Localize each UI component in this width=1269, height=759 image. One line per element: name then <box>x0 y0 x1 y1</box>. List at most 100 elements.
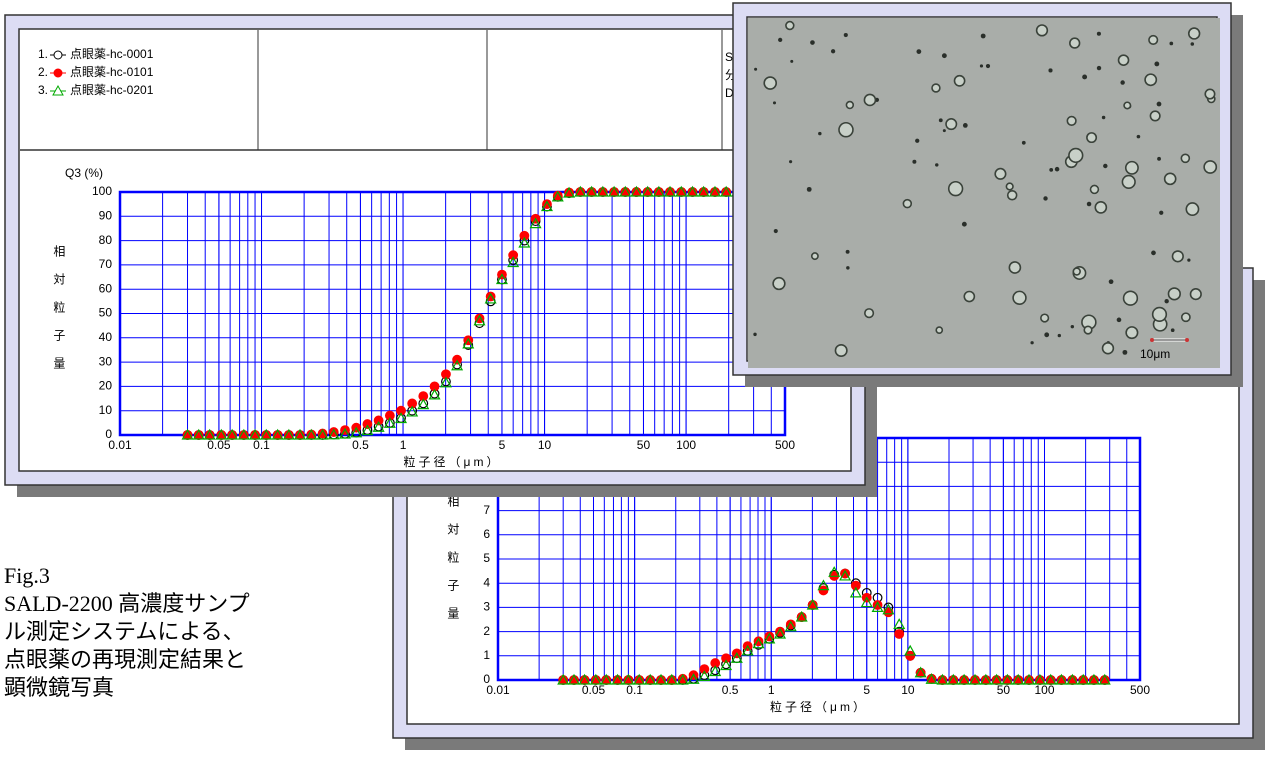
x-tick-label: 500 <box>1130 683 1150 697</box>
particle <box>1165 173 1176 184</box>
particle <box>774 229 778 233</box>
particle <box>764 77 776 89</box>
particle <box>1186 203 1198 215</box>
y-axis-unit: Q3 (%) <box>65 166 103 180</box>
x-tick-label: 0.05 <box>207 438 231 452</box>
particle <box>1087 133 1096 142</box>
x-axis-title: 粒子径（μm） <box>404 454 502 469</box>
caption-line: ル測定システムによる、 <box>4 619 245 644</box>
caption-line: 顕微鏡写真 <box>4 675 114 700</box>
x-tick-label: 100 <box>1034 683 1054 697</box>
particle <box>1122 176 1135 189</box>
particle <box>1119 55 1129 65</box>
y-axis-title: 相対粒子量 <box>446 495 460 635</box>
particle <box>1049 168 1053 172</box>
marker <box>895 630 904 639</box>
particle <box>1109 279 1114 284</box>
particle <box>864 94 875 105</box>
particle <box>936 327 942 333</box>
particle <box>1090 185 1098 193</box>
particle <box>916 49 921 54</box>
y-tick-label: 1 <box>483 648 490 662</box>
particle <box>962 222 967 227</box>
particle <box>1006 183 1013 190</box>
particle <box>1120 80 1124 84</box>
particle <box>1070 38 1080 48</box>
particle <box>846 266 849 269</box>
y-tick-label: 0 <box>105 427 112 441</box>
particle <box>1126 327 1137 338</box>
particle <box>1164 299 1168 303</box>
particle <box>1097 32 1101 36</box>
particle <box>773 278 785 290</box>
x-tick-label: 1 <box>400 438 407 452</box>
x-tick-label: 0.1 <box>626 683 643 697</box>
y-tick-label: 7 <box>483 503 490 517</box>
y-tick-label: 5 <box>483 551 490 565</box>
particle <box>1191 42 1195 46</box>
y-tick-label: 100 <box>92 184 112 198</box>
legend-prefix: 3. <box>38 83 48 97</box>
particle <box>1022 141 1026 145</box>
page: {"chart_data":[ {"type":"line","ylabel":… <box>0 0 1269 754</box>
particle <box>1204 161 1216 173</box>
particle <box>1043 196 1047 200</box>
particle <box>778 38 782 42</box>
particle <box>753 333 756 336</box>
particle <box>912 160 916 164</box>
x-tick-label: 50 <box>637 438 651 452</box>
particle <box>1082 74 1087 79</box>
y-tick-label: 0 <box>483 672 490 686</box>
x-axis-title: 粒子径（μm） <box>770 699 868 714</box>
x-tick-label: 50 <box>997 683 1011 697</box>
figure: Fig.3SALD-2200 高濃度サンプル測定システムによる、点眼薬の再現測定… <box>0 0 1269 754</box>
legend-label: 点眼薬-hc-0101 <box>70 65 154 79</box>
particle <box>846 250 850 254</box>
x-tick-label: 10 <box>901 683 915 697</box>
particle <box>939 118 943 122</box>
y-tick-label: 30 <box>99 354 113 368</box>
particle <box>943 129 946 132</box>
y-tick-label: 6 <box>483 527 490 541</box>
particle <box>1058 334 1061 337</box>
particle <box>1168 288 1180 300</box>
particle <box>1041 314 1049 322</box>
legend-symbol <box>54 69 62 77</box>
particle <box>942 53 947 58</box>
particle <box>1150 111 1159 120</box>
x-tick-label: 10 <box>538 438 552 452</box>
particle <box>986 64 990 68</box>
particle <box>1137 135 1141 139</box>
legend-symbol <box>54 51 62 59</box>
marker <box>363 420 372 429</box>
particle <box>1044 332 1049 337</box>
particle <box>1009 262 1020 273</box>
legend-marker <box>54 69 62 77</box>
particle <box>1071 325 1074 328</box>
particle <box>954 76 964 86</box>
scale-end <box>1150 338 1154 342</box>
particle <box>1189 28 1200 39</box>
particle <box>1157 157 1161 161</box>
particle <box>1067 117 1076 126</box>
particle <box>831 49 835 53</box>
particle <box>1122 350 1127 355</box>
particle <box>1037 25 1048 36</box>
particle <box>1117 318 1122 323</box>
particle <box>1103 164 1107 168</box>
particle <box>1087 202 1092 207</box>
particle <box>810 40 815 45</box>
particle <box>1157 102 1162 107</box>
legend-marker <box>54 51 62 59</box>
particle <box>1126 162 1138 174</box>
particle <box>946 119 956 129</box>
legend-label: 点眼薬-hc-0201 <box>70 83 154 97</box>
particle <box>818 132 821 135</box>
particle <box>865 309 874 318</box>
caption-line: 点眼薬の再現測定結果と <box>4 647 246 672</box>
particle <box>807 187 812 192</box>
particle <box>1182 313 1190 321</box>
caption-line: SALD-2200 高濃度サンプ <box>4 591 250 616</box>
particle <box>1151 251 1156 256</box>
particle <box>964 291 974 301</box>
